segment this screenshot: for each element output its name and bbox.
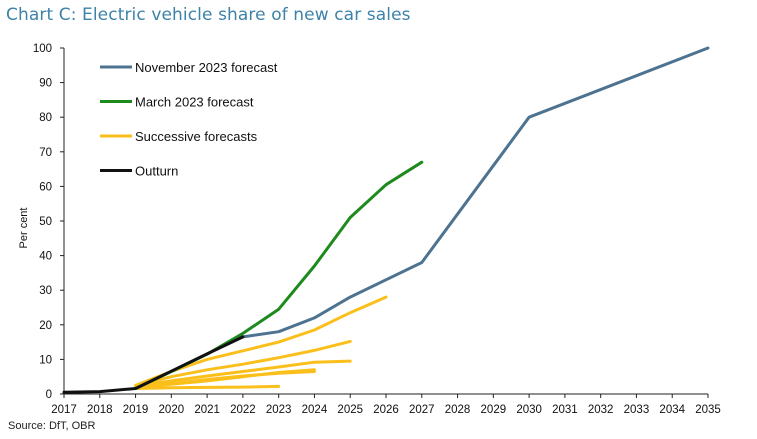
successive-forecasts-line [134, 339, 352, 388]
successive-forecasts-line [134, 359, 352, 388]
x-tick-label: 2031 [552, 404, 578, 416]
x-tick-label: 2030 [516, 404, 542, 416]
y-tick-label: 90 [39, 78, 52, 90]
y-tick-label: 80 [39, 112, 52, 124]
y-tick-label: 20 [39, 320, 52, 332]
x-tick-label: 2021 [194, 404, 220, 416]
y-tick-label: 30 [39, 285, 52, 297]
x-tick-label: 2024 [302, 404, 328, 416]
legend-label-march-2023-forecast: March 2023 forecast [135, 95, 254, 110]
x-tick-label: 2026 [373, 404, 399, 416]
y-tick-label: 70 [39, 147, 52, 159]
chart-title: Chart C: Electric vehicle share of new c… [6, 5, 411, 25]
x-tick-label: 2027 [409, 404, 435, 416]
x-tick-label: 2029 [481, 404, 507, 416]
x-tick-label: 2018 [87, 404, 113, 416]
y-tick-label: 100 [33, 43, 52, 55]
x-tick-label: 2034 [659, 404, 685, 416]
x-tick-label: 2020 [159, 404, 185, 416]
march-2023-forecast-line [134, 160, 424, 390]
successive-forecasts-line [134, 384, 281, 390]
series-layer [62, 46, 710, 394]
legend: November 2023 forecast March 2023 forecas… [100, 60, 278, 179]
legend-label-november-2023-forecast: November 2023 forecast [135, 60, 278, 75]
y-tick-label: 0 [46, 389, 52, 401]
x-tick-label: 2025 [337, 404, 363, 416]
x-tick-label: 2032 [588, 404, 614, 416]
y-tick-label: 10 [39, 354, 52, 366]
x-tick-label: 2019 [123, 404, 149, 416]
x-tick-label: 2035 [695, 404, 721, 416]
successive-forecasts-line [134, 370, 316, 389]
y-tick-label: 40 [39, 251, 52, 263]
y-axis-label: Per cent [18, 208, 30, 249]
legend-label-outturn: Outturn [135, 164, 178, 179]
x-tick-label: 2023 [266, 404, 292, 416]
x-tick-label: 2033 [624, 404, 650, 416]
source-note: Source: DfT, OBR [8, 420, 96, 432]
y-tick-label: 50 [39, 216, 52, 228]
legend-label-successive-forecasts: Successive forecasts [135, 129, 258, 144]
x-tick-label: 2028 [445, 404, 471, 416]
november-2023-forecast-line [241, 46, 710, 339]
x-tick-label: 2022 [230, 404, 256, 416]
y-tick-label: 60 [39, 181, 52, 193]
x-tick-label: 2017 [51, 404, 77, 416]
outturn-line [62, 335, 245, 394]
